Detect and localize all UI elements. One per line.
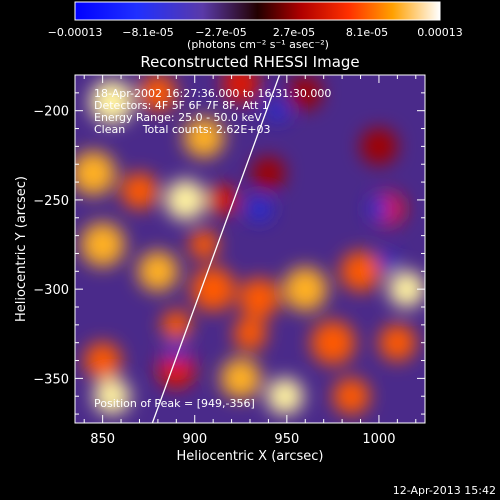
heatmap-blob — [137, 251, 179, 292]
heatmap-negative-blob — [167, 342, 186, 361]
footer-timestamp: 12-Apr-2013 15:42 — [393, 484, 496, 497]
colorbar: −0.00013 −8.1e-05 −2.7e-05 2.7e-05 8.1e-05 0.… — [48, 1, 463, 51]
heatmap-blob — [233, 317, 267, 351]
heatmap-blob — [360, 127, 398, 165]
x-axis-label: Heliocentric X (arcsec) — [177, 449, 324, 464]
colorbar-tick-label: −8.1e-05 — [122, 26, 173, 39]
colorbar-ticks: −0.00013 −8.1e-05 −2.7e-05 2.7e-05 8.1e-05 0.… — [48, 26, 463, 39]
x-tick-label: 950 — [274, 432, 299, 447]
y-tick-label: −350 — [33, 372, 69, 387]
colorbar-tick-label: −0.00013 — [48, 26, 103, 39]
heatmap-blob — [340, 251, 381, 292]
heatmap-blob — [222, 75, 260, 103]
solar-limb-line — [151, 75, 281, 423]
chart-title: Reconstructed RHESSI Image — [140, 53, 359, 71]
heatmap-blob — [189, 229, 219, 260]
y-tick-label: −250 — [33, 194, 69, 209]
y-tick-label: −200 — [33, 105, 69, 120]
heatmap-blob — [238, 277, 280, 319]
x-tick-label: 1000 — [362, 432, 395, 447]
annotation-peak-position: Position of Peak = [949,-356] — [94, 397, 255, 410]
colorbar-tick-label: 0.00013 — [417, 26, 463, 39]
heatmap-blob — [93, 377, 131, 415]
annotation-energy: Energy Range: 25.0 - 50.0 keV — [94, 111, 262, 124]
heatmap-blob — [378, 324, 416, 362]
heatmap-blob — [183, 117, 225, 158]
x-tick-label: 850 — [90, 432, 115, 447]
heatmap-blob — [283, 267, 328, 312]
heatmap-blob — [207, 185, 238, 215]
annotation-clean-counts: Clean Total counts: 2.62E+03 — [94, 123, 271, 136]
y-axis-label: Heliocentric Y (arcsec) — [14, 176, 29, 322]
plot-area: 850 900 950 1000 −200 −250 −300 −350 18-Apr-200… — [33, 74, 426, 447]
annotation-detectors: Detectors: 4F 5F 6F 7F 8F, Att 1 — [94, 99, 269, 112]
heatmap-blob — [191, 267, 236, 312]
heatmap-negative-blob — [266, 99, 289, 122]
heatmap-blob — [310, 320, 355, 365]
heatmap-layer — [75, 75, 425, 415]
colorbar-tick-label: −2.7e-05 — [195, 26, 246, 39]
heatmap-blob — [288, 76, 322, 110]
y-tick-label: −300 — [33, 283, 69, 298]
heatmap-blob — [165, 179, 206, 221]
heatmap-negative-blob — [246, 195, 273, 222]
colorbar-tick-label: 2.7e-05 — [273, 26, 315, 39]
heatmap-blob — [251, 156, 285, 190]
heatmap-negative-blob — [378, 253, 398, 272]
heatmap-blob — [84, 342, 122, 379]
annotation-time-range: 18-Apr-2002 16:27:36.000 to 16:31:30.000 — [94, 87, 331, 100]
heatmap-blob — [388, 270, 425, 308]
heatmap-blob — [89, 79, 134, 124]
heatmap-negative-blob — [367, 197, 390, 220]
axis-ticks: 850 900 950 1000 −200 −250 −300 −350 — [33, 74, 425, 447]
heatmap-blob — [80, 222, 125, 267]
colorbar-gradient — [74, 1, 441, 21]
heatmap-blob — [139, 75, 177, 112]
heatmap-blob — [266, 377, 304, 415]
x-tick-label: 900 — [182, 432, 207, 447]
colorbar-tick-label: 8.1e-05 — [346, 26, 388, 39]
heatmap-blob — [75, 151, 116, 196]
heatmap-blob — [157, 351, 195, 388]
colorbar-unit-label: (photons cm⁻² s⁻¹ asec⁻²) — [187, 38, 329, 51]
heatmap-blob — [332, 377, 370, 415]
info-overlay: 18-Apr-2002 16:27:36.000 to 16:31:30.000… — [94, 87, 331, 410]
heatmap-blob — [121, 172, 158, 210]
heatmap-blob — [161, 310, 192, 340]
heatmap-blob — [220, 358, 262, 399]
